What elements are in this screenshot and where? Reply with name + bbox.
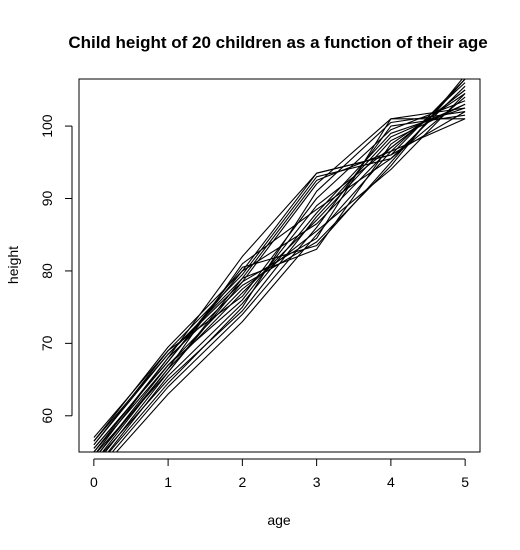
y-axis: 60 70 80 90 100 [39, 114, 73, 424]
series-line-8 [111, 114, 466, 452]
series-line-17 [102, 103, 466, 452]
series-line-7 [107, 107, 466, 452]
x-tick-label: 2 [238, 474, 246, 490]
series-line-14 [108, 111, 466, 452]
x-tick-label: 0 [90, 474, 98, 490]
series-line-19 [96, 107, 466, 452]
series-line-5 [98, 89, 466, 452]
series-line-9 [115, 82, 466, 452]
chart-title: Child height of 20 children as a functio… [68, 33, 487, 52]
x-axis-label: age [267, 512, 291, 528]
y-tick-label: 100 [39, 114, 55, 138]
series-line-18 [93, 118, 466, 442]
x-tick-label: 5 [461, 474, 469, 490]
series-line-1 [93, 79, 466, 442]
x-tick-label: 1 [164, 474, 172, 490]
y-tick-label: 60 [39, 408, 55, 424]
series-line-10 [95, 79, 463, 452]
series-line-15 [99, 85, 466, 452]
series-line-12 [104, 93, 466, 452]
y-tick-label: 90 [39, 191, 55, 207]
y-axis-label: height [5, 246, 21, 284]
x-axis: 0 1 2 3 4 5 [90, 458, 469, 490]
series-line-16 [93, 93, 466, 452]
y-tick-label: 80 [39, 263, 55, 279]
series-lines [93, 79, 466, 452]
x-tick-label: 4 [387, 474, 395, 490]
x-tick-label: 3 [313, 474, 321, 490]
y-tick-label: 70 [39, 335, 55, 351]
plot-frame [78, 78, 481, 453]
series-line-20 [93, 89, 466, 449]
